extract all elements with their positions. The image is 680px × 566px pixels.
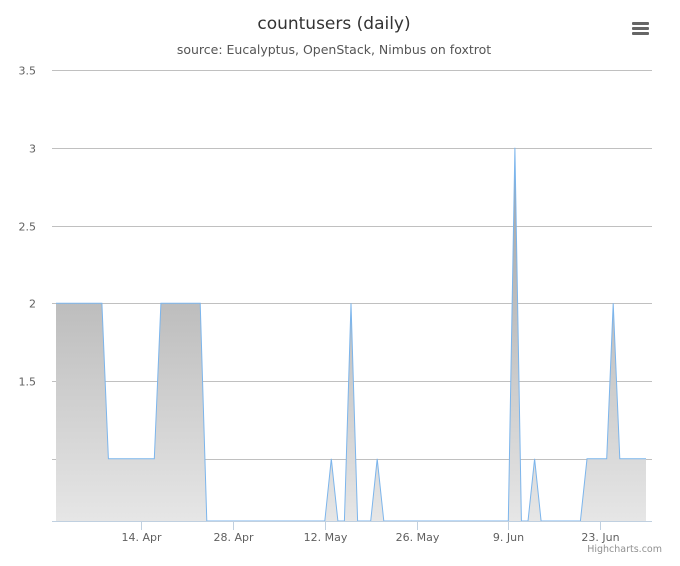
series-line	[56, 147, 646, 522]
y-tick-label: 3	[29, 143, 36, 156]
series-area	[56, 147, 646, 522]
x-tick-label: 28. Apr	[213, 531, 253, 544]
y-tick-label: 2	[29, 298, 36, 311]
x-tick-label: 14. Apr	[121, 531, 161, 544]
credits-link[interactable]: Highcharts.com	[587, 544, 662, 555]
chart-menu-button[interactable]	[628, 18, 652, 40]
chart-subtitle: source: Eucalyptus, OpenStack, Nimbus on…	[176, 42, 492, 57]
y-axis: 1.5 2 2.5 3 3.5	[19, 65, 37, 389]
y-tick-label: 2.5	[19, 221, 37, 234]
x-tick-label: 12. May	[304, 531, 348, 544]
x-tick-label: 23. Jun	[581, 531, 619, 544]
y-tick-label: 3.5	[19, 65, 37, 78]
chart-title: countusers (daily)	[257, 14, 411, 34]
y-tick-label: 1.5	[19, 376, 37, 389]
x-tick-label: 26. May	[396, 531, 440, 544]
series-area-fill	[56, 147, 646, 522]
x-axis: 14. Apr 28. Apr 12. May 26. May 9. Jun 23. Ju…	[52, 521, 652, 544]
x-tick-label: 9. Jun	[493, 531, 524, 544]
